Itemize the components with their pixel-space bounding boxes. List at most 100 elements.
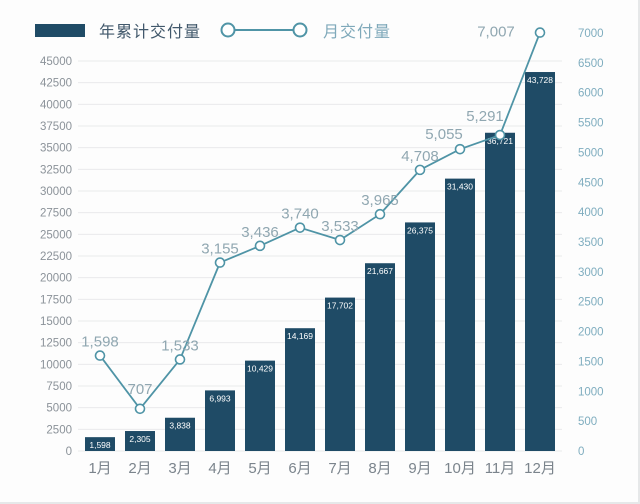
bar: [405, 222, 435, 451]
right-axis-tick-label: 7000: [578, 28, 604, 40]
line-point-label: 3,965: [361, 192, 399, 209]
line-point-label: 5,055: [425, 126, 463, 143]
x-axis-label: 4月: [208, 460, 231, 477]
left-axis-tick-label: 7500: [46, 381, 72, 393]
bar-value-label: 43,728: [527, 75, 553, 85]
monthly-delivery-line: [99, 32, 541, 411]
x-axis-label: 11月: [485, 460, 516, 477]
line-point: [214, 257, 226, 268]
x-axis-label: 5月: [248, 460, 271, 477]
bar: [365, 263, 395, 451]
line-point: [134, 403, 146, 415]
bar: [285, 328, 315, 451]
x-axis-label: 9月: [408, 460, 431, 477]
left-axis-tick-label: 22500: [40, 251, 72, 263]
right-axis-tick-label: 3500: [578, 237, 604, 249]
right-axis-tick-label: 5000: [578, 147, 604, 159]
line-point: [534, 27, 546, 38]
bar: [325, 297, 355, 451]
line-point-label: 5,291: [466, 108, 504, 125]
left-axis-tick-label: 35000: [40, 143, 72, 155]
line-point: [334, 234, 346, 246]
left-axis-tick-label: 12500: [40, 338, 72, 350]
left-axis-tick-label: 40000: [40, 99, 72, 111]
legend: 年累计交付量 月交付量: [35, 18, 391, 42]
line-point: [374, 208, 386, 220]
bar: [85, 437, 115, 451]
bar-value-label: 2,305: [129, 434, 151, 444]
legend-item-monthly: 月交付量: [219, 18, 391, 42]
line-point-label: 1,533: [161, 337, 199, 354]
line-point: [454, 143, 466, 155]
left-axis-tick-label: 17500: [40, 294, 72, 306]
bar-value-label: 3,838: [169, 421, 191, 431]
line-point-label: 707: [127, 381, 152, 398]
bar-value-label: 31,430: [447, 182, 473, 192]
left-axis-tick-label: 5000: [46, 403, 72, 415]
left-axis-tick-label: 10000: [40, 359, 72, 371]
line-point-label: 7,007: [477, 24, 515, 41]
line-point: [494, 129, 506, 141]
legend-item-cumulative: 年累计交付量: [35, 18, 201, 42]
x-axis-label: 8月: [368, 460, 391, 477]
x-axis-label: 2月: [128, 460, 151, 477]
line-point: [94, 350, 106, 361]
x-axis-label: 3月: [168, 460, 191, 477]
left-axis-tick-label: 27500: [40, 208, 72, 220]
bar: [445, 178, 475, 451]
x-axis-label: 12月: [524, 460, 556, 477]
x-axis-label: 10月: [444, 460, 476, 477]
left-axis-tick-label: 15000: [40, 316, 72, 328]
x-axis-label: 1月: [88, 460, 111, 477]
right-axis-tick-label: 1000: [578, 386, 604, 398]
left-axis-tick-label: 42500: [40, 78, 72, 90]
bar-value-label: 36,721: [487, 136, 513, 146]
line-point-label: 4,708: [401, 148, 439, 165]
line-point-label: 3,740: [281, 206, 319, 223]
right-axis-tick-label: 500: [578, 416, 597, 428]
line-point: [414, 164, 426, 176]
bar-value-label: 21,667: [367, 266, 393, 276]
legend-bar-label: 年累计交付量: [99, 24, 202, 41]
right-axis-tick-label: 4000: [578, 207, 604, 219]
bar-value-label: 14,169: [287, 331, 313, 341]
bar: [165, 417, 195, 451]
left-axis-tick-label: 2500: [46, 424, 72, 436]
left-axis-tick-label: 20000: [40, 273, 72, 285]
bar: [205, 390, 235, 451]
line-point-label: 3,533: [321, 218, 359, 235]
bar: [525, 72, 555, 452]
legend-line-marker-icon: [220, 22, 308, 38]
x-axis-label: 7月: [328, 460, 351, 477]
left-axis-tick-label: 37500: [40, 121, 72, 133]
bar-value-label: 1,598: [89, 440, 111, 450]
right-axis-tick-label: 6500: [578, 58, 604, 70]
line-point: [174, 354, 186, 365]
left-axis-tick-label: 0: [66, 446, 72, 458]
bar-value-label: 17,702: [327, 301, 353, 311]
line-point-label: 3,155: [201, 241, 239, 258]
right-axis-tick-label: 6000: [578, 88, 604, 100]
right-axis-tick-label: 2000: [578, 327, 604, 339]
left-axis-tick-label: 30000: [40, 186, 72, 198]
x-axis-label: 6月: [288, 460, 311, 477]
left-axis-tick-label: 32500: [40, 164, 72, 176]
right-axis-tick-label: 4500: [578, 177, 604, 189]
right-axis-tick-label: 3000: [578, 267, 604, 279]
bar: [125, 431, 155, 451]
line-point-label: 1,598: [81, 334, 119, 351]
legend-bar-swatch: [35, 23, 85, 37]
line-point-label: 3,436: [241, 224, 279, 241]
left-axis-tick-label: 45000: [40, 56, 72, 68]
right-axis-tick-label: 1500: [578, 356, 604, 368]
right-axis-tick-label: 2500: [578, 297, 604, 309]
right-axis-tick-label: 5500: [578, 118, 604, 130]
bar-value-label: 26,375: [407, 225, 433, 235]
bar: [245, 360, 275, 451]
bar-value-label: 10,429: [247, 364, 273, 374]
bar: [485, 132, 515, 451]
line-point: [294, 222, 306, 233]
legend-line-label: 月交付量: [323, 24, 392, 41]
